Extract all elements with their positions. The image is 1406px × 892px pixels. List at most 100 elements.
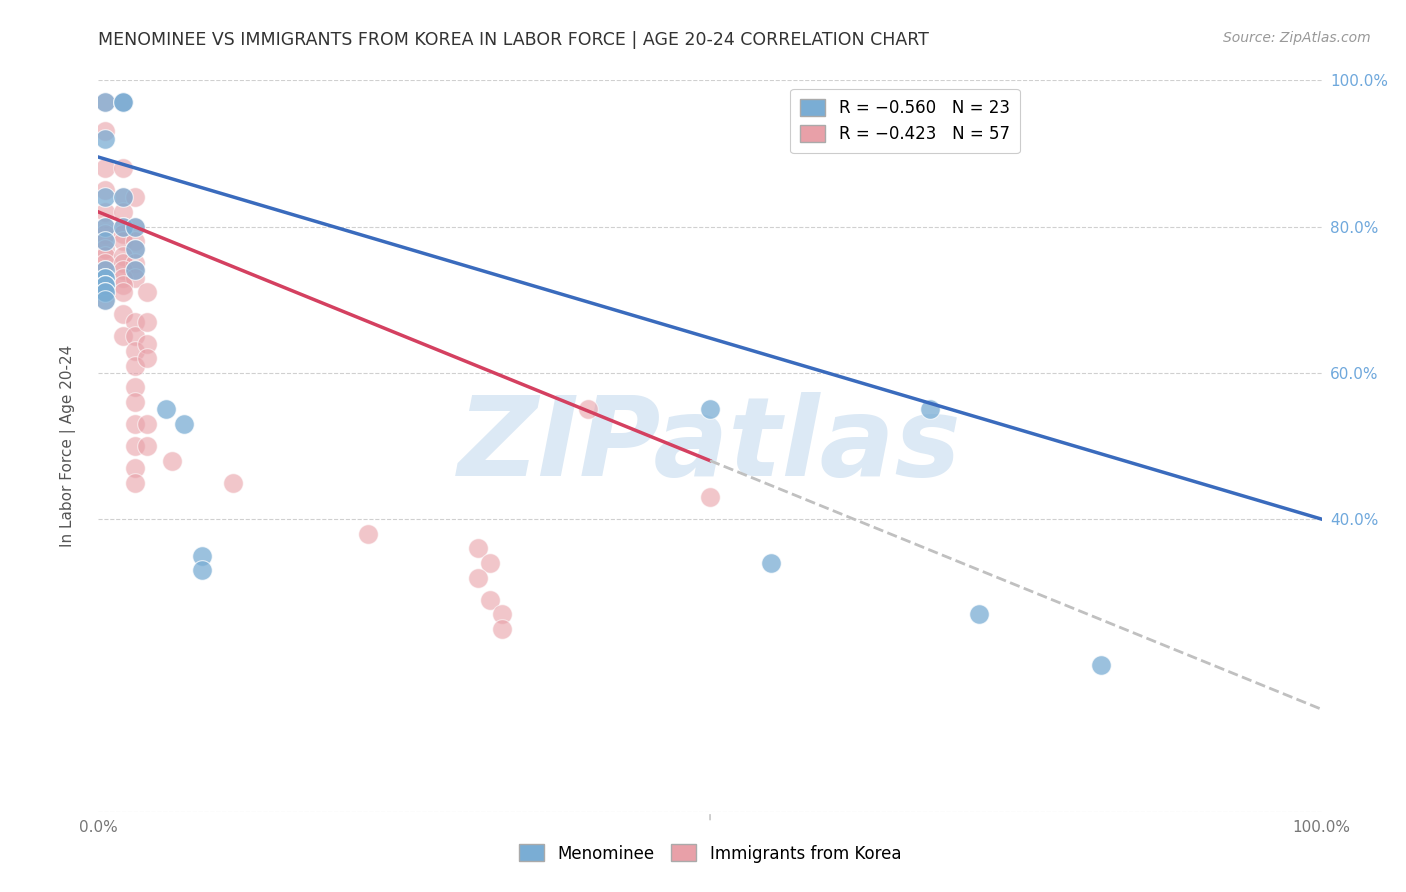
Point <box>124 439 146 453</box>
Point <box>467 571 489 585</box>
Point <box>93 278 115 293</box>
Point <box>111 256 134 270</box>
Point <box>93 190 115 204</box>
Point <box>111 95 134 110</box>
Point <box>111 219 134 234</box>
Point <box>111 270 134 285</box>
Point <box>93 95 115 110</box>
Point <box>191 549 214 563</box>
Point <box>173 417 195 431</box>
Point <box>93 285 115 300</box>
Point <box>761 556 783 570</box>
Point <box>155 402 177 417</box>
Point <box>699 490 721 504</box>
Point <box>93 249 115 263</box>
Point <box>467 541 489 556</box>
Point <box>491 607 513 622</box>
Point <box>124 190 146 204</box>
Point <box>491 622 513 636</box>
Point <box>93 227 115 241</box>
Point <box>93 183 115 197</box>
Point <box>124 475 146 490</box>
Point <box>191 563 214 577</box>
Point <box>93 256 115 270</box>
Point <box>93 95 115 110</box>
Y-axis label: In Labor Force | Age 20-24: In Labor Force | Age 20-24 <box>60 345 76 547</box>
Point <box>93 270 115 285</box>
Point <box>111 249 134 263</box>
Point <box>93 293 115 307</box>
Legend: Menominee, Immigrants from Korea: Menominee, Immigrants from Korea <box>512 838 908 869</box>
Point <box>93 219 115 234</box>
Point <box>93 270 115 285</box>
Point <box>124 242 146 256</box>
Point <box>93 205 115 219</box>
Point <box>124 242 146 256</box>
Point <box>478 556 501 570</box>
Point <box>93 285 115 300</box>
Point <box>124 315 146 329</box>
Text: Source: ZipAtlas.com: Source: ZipAtlas.com <box>1223 31 1371 45</box>
Point <box>93 242 115 256</box>
Point <box>136 439 159 453</box>
Point <box>111 329 134 343</box>
Point <box>111 227 134 241</box>
Point <box>93 234 115 248</box>
Point <box>93 124 115 138</box>
Text: ZIPatlas: ZIPatlas <box>458 392 962 500</box>
Point <box>93 161 115 175</box>
Point <box>111 307 134 321</box>
Point <box>124 417 146 431</box>
Point <box>136 417 159 431</box>
Point <box>93 132 115 146</box>
Point <box>111 205 134 219</box>
Point <box>160 453 183 467</box>
Point <box>920 402 942 417</box>
Point <box>699 402 721 417</box>
Point <box>111 190 134 204</box>
Point <box>124 263 146 277</box>
Point <box>124 461 146 475</box>
Point <box>222 475 245 490</box>
Point <box>93 278 115 293</box>
Point <box>136 315 159 329</box>
Point <box>967 607 990 622</box>
Point <box>124 329 146 343</box>
Point <box>111 285 134 300</box>
Point <box>111 161 134 175</box>
Text: MENOMINEE VS IMMIGRANTS FROM KOREA IN LABOR FORCE | AGE 20-24 CORRELATION CHART: MENOMINEE VS IMMIGRANTS FROM KOREA IN LA… <box>98 31 929 49</box>
Point <box>111 95 134 110</box>
Point <box>111 95 134 110</box>
Point <box>124 359 146 373</box>
Point <box>93 234 115 248</box>
Point <box>478 592 501 607</box>
Point <box>93 278 115 293</box>
Point <box>93 278 115 293</box>
Point <box>136 351 159 366</box>
Point <box>93 263 115 277</box>
Point <box>111 278 134 293</box>
Point <box>136 285 159 300</box>
Point <box>111 234 134 248</box>
Point <box>93 263 115 277</box>
Point <box>124 343 146 358</box>
Point <box>124 270 146 285</box>
Point <box>576 402 599 417</box>
Point <box>93 270 115 285</box>
Point <box>124 219 146 234</box>
Point <box>124 263 146 277</box>
Point <box>136 336 159 351</box>
Point <box>111 190 134 204</box>
Point <box>93 285 115 300</box>
Point <box>124 234 146 248</box>
Point <box>111 263 134 277</box>
Point <box>93 219 115 234</box>
Point <box>124 395 146 409</box>
Point <box>124 219 146 234</box>
Point <box>124 256 146 270</box>
Point <box>111 219 134 234</box>
Point <box>1090 658 1112 673</box>
Point <box>356 526 378 541</box>
Point <box>124 380 146 394</box>
Point <box>93 293 115 307</box>
